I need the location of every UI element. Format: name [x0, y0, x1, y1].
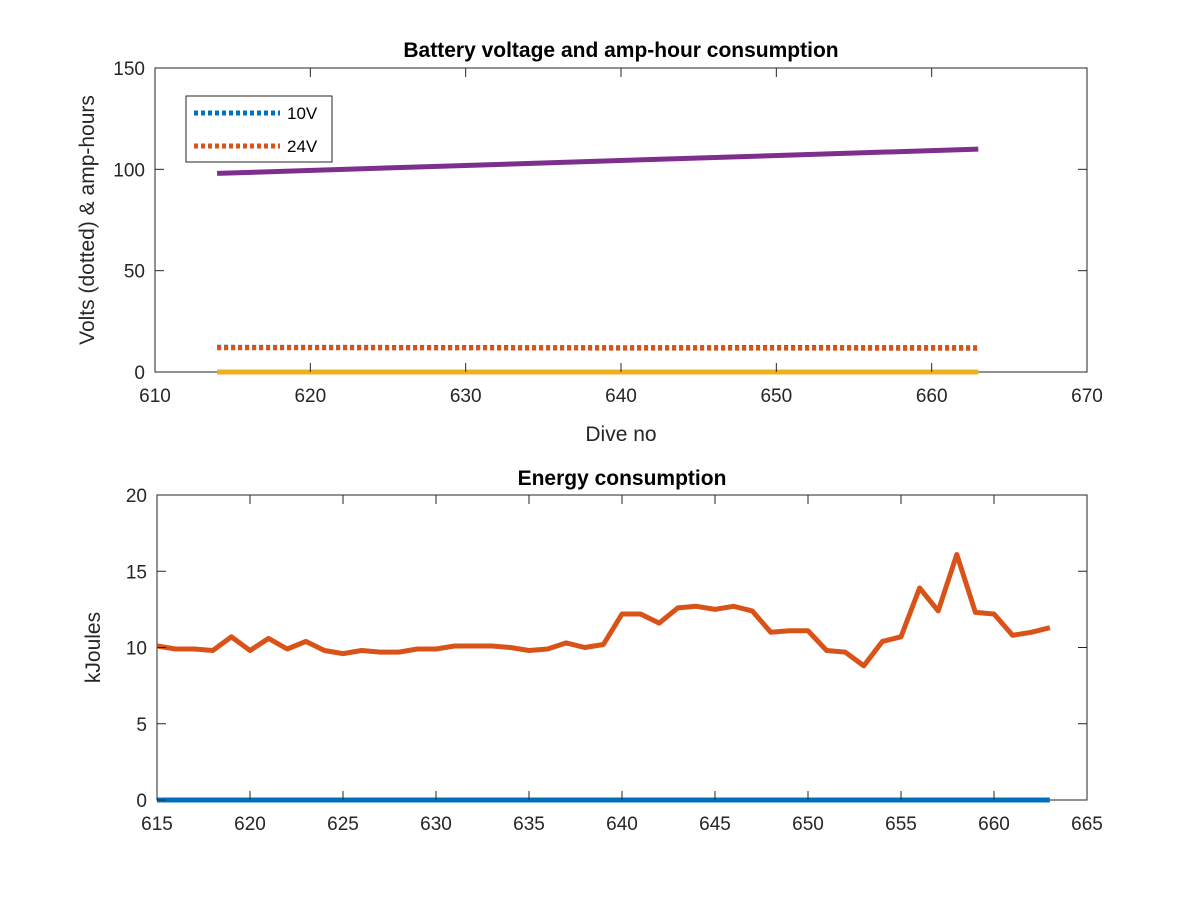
y-tick-label: 10 [126, 639, 147, 660]
x-tick-label: 620 [234, 814, 266, 835]
y-tick-label: 15 [126, 562, 147, 583]
y-axis-label: kJoules [82, 612, 105, 683]
x-tick-label: 650 [792, 814, 824, 835]
x-tick-label: 645 [699, 814, 731, 835]
chart-battery-voltage: 610 620 630 640 650 660 670 0 50 100 150 Battery vo… [76, 39, 1103, 446]
series-line-1 [217, 345, 979, 351]
x-tick-label: 650 [760, 386, 792, 407]
x-tick-label: 660 [978, 814, 1010, 835]
x-tick-label: 635 [513, 814, 545, 835]
x-tick-label: 625 [327, 814, 359, 835]
y-tick-label: 100 [113, 160, 145, 181]
legend-label: 24V [287, 137, 318, 156]
series-line-1 [156, 552, 1051, 669]
x-tick-label: 640 [605, 386, 637, 407]
x-tick-label: 665 [1071, 814, 1103, 835]
y-tick-label: 0 [136, 791, 147, 812]
y-tick-label: 50 [124, 262, 145, 283]
x-tick-label: 610 [139, 386, 171, 407]
chart-energy-consumption: 615 620 625 630 635 640 645 650 655 660 665 0 5 10 15 2… [82, 467, 1103, 835]
x-tick-label: 655 [885, 814, 917, 835]
x-axis-label: Dive no [585, 423, 656, 446]
x-tick-label: 630 [450, 386, 482, 407]
x-tick-label: 670 [1071, 386, 1103, 407]
series-line-3 [217, 146, 979, 176]
chart-title: Energy consumption [518, 467, 727, 490]
y-axis-label: Volts (dotted) & amp-hours [76, 95, 99, 345]
x-tick-label: 660 [916, 386, 948, 407]
y-tick-label: 20 [126, 486, 147, 507]
y-tick-label: 5 [136, 715, 147, 736]
legend-label: 10V [287, 104, 318, 123]
legend-box [185, 95, 333, 163]
x-tick-label: 640 [606, 814, 638, 835]
x-tick-label: 620 [294, 386, 326, 407]
x-tick-label: 630 [420, 814, 452, 835]
y-tick-label: 150 [113, 59, 145, 80]
legend: 10V 24V [185, 95, 333, 163]
chart-title: Battery voltage and amp-hour consumption [403, 39, 838, 62]
y-tick-label: 0 [134, 363, 145, 384]
x-tick-label: 615 [141, 814, 173, 835]
